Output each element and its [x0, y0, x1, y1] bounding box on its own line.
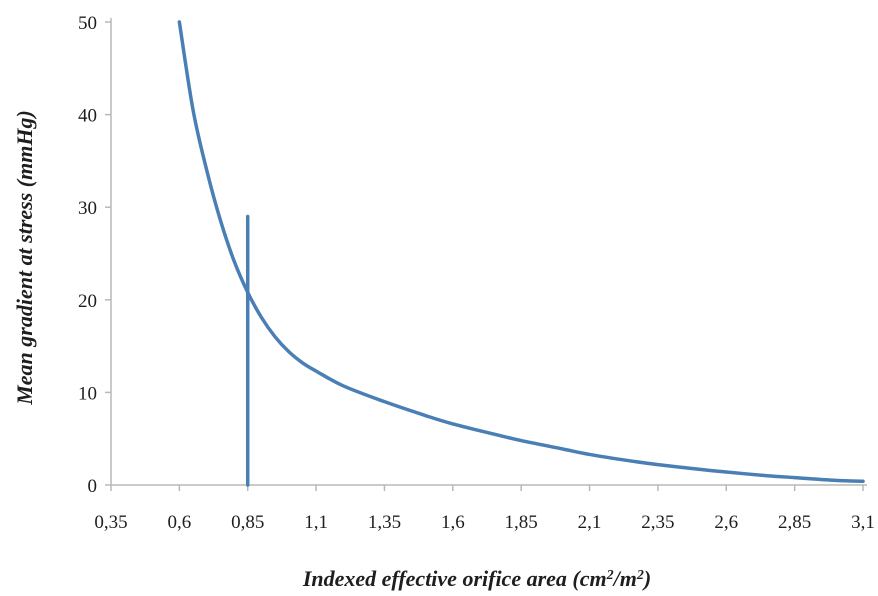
y-tick-label: 30 [78, 198, 97, 219]
x-tick-label: 1,85 [505, 512, 538, 533]
x-tick-label: 0,85 [231, 512, 264, 533]
plot-area: 0 10 20 30 40 50 0,35 0,6 0,85 1,1 1,35 1,6 1,85 2,1… [78, 13, 875, 533]
x-tick-label: 1,1 [304, 512, 328, 533]
y-tick-label: 50 [78, 13, 97, 34]
y-tick-label: 10 [78, 383, 97, 404]
x-tick-label: 1,35 [368, 512, 401, 533]
series-layer [177, 20, 865, 487]
y-axis-title: Mean gradient at stress (mmHg) [12, 110, 37, 406]
x-tick-label: 2,35 [641, 512, 674, 533]
x-axis-title-superscript: 2 [606, 568, 614, 583]
x-tick-label: 2,6 [714, 512, 738, 533]
x-axis-title-part: Indexed effective orifice area (cm [302, 566, 607, 591]
x-tick-label: 1,6 [441, 512, 465, 533]
y-tick-label: 0 [88, 476, 98, 497]
gradient-curve-line [177, 20, 865, 484]
x-axis-title: Indexed effective orifice area (cm2/m2) [302, 566, 651, 591]
y-axis-ticks: 0 10 20 30 40 50 [78, 13, 111, 497]
x-tick-label: 2,1 [578, 512, 602, 533]
x-tick-label: 0,6 [167, 512, 191, 533]
y-tick-label: 40 [78, 106, 97, 127]
x-axis-ticks: 0,35 0,6 0,85 1,1 1,35 1,6 1,85 2,1 2,35 2,6 2,85 3… [94, 485, 875, 533]
x-tick-label: 3,1 [851, 512, 875, 533]
y-tick-label: 20 [78, 291, 97, 312]
x-axis-title-superscript: 2 [636, 568, 644, 583]
x-tick-label: 0,35 [94, 512, 127, 533]
x-axis-title-part: /m [612, 566, 637, 591]
x-axis-title-part: ) [642, 566, 651, 591]
x-tick-label: 2,85 [778, 512, 811, 533]
